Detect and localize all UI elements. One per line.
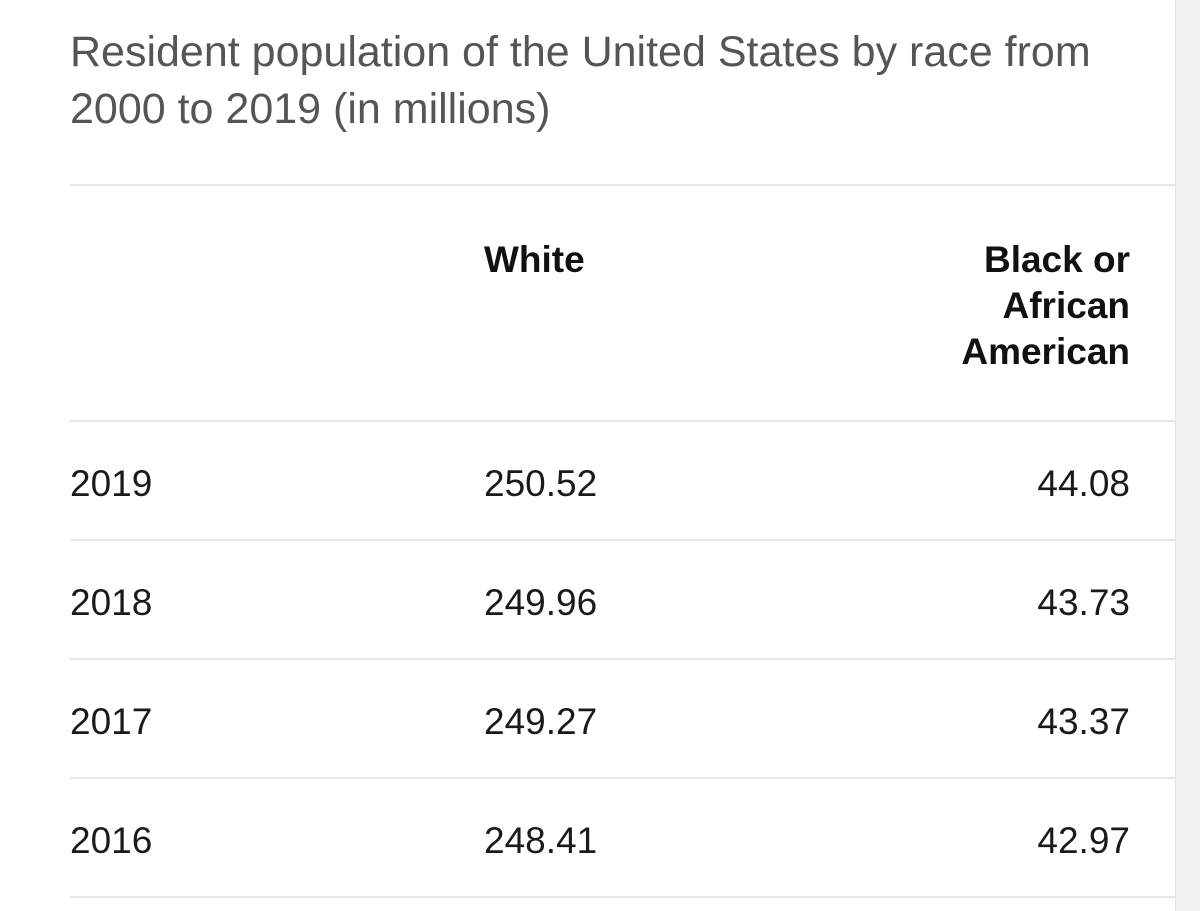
table-row: 2017 249.27 43.37 [70, 660, 1176, 779]
row-year: 2016 [70, 820, 153, 861]
row-white-value: 248.41 [484, 820, 598, 861]
row-white-value: 249.27 [484, 701, 598, 742]
row-black-value: 44.08 [1037, 463, 1130, 504]
data-table: White Black or African American 2019 250… [70, 184, 1176, 898]
table-header-row: White Black or African American [70, 186, 1176, 422]
table-row: 2016 248.41 42.97 [70, 779, 1176, 898]
row-black-value: 43.37 [1037, 701, 1130, 742]
column-header-white: White [484, 239, 585, 280]
row-year: 2018 [70, 582, 153, 623]
row-black-value: 42.97 [1037, 820, 1130, 861]
row-black-value: 43.73 [1037, 582, 1130, 623]
column-header-black: Black or African American [961, 239, 1130, 372]
row-year: 2019 [70, 463, 153, 504]
table-row: 2018 249.96 43.73 [70, 541, 1176, 660]
row-white-value: 250.52 [484, 463, 598, 504]
row-year: 2017 [70, 701, 153, 742]
row-white-value: 249.96 [484, 582, 598, 623]
chart-title: Resident population of the United States… [70, 28, 1091, 133]
table-row: 2019 250.52 44.08 [70, 422, 1176, 541]
